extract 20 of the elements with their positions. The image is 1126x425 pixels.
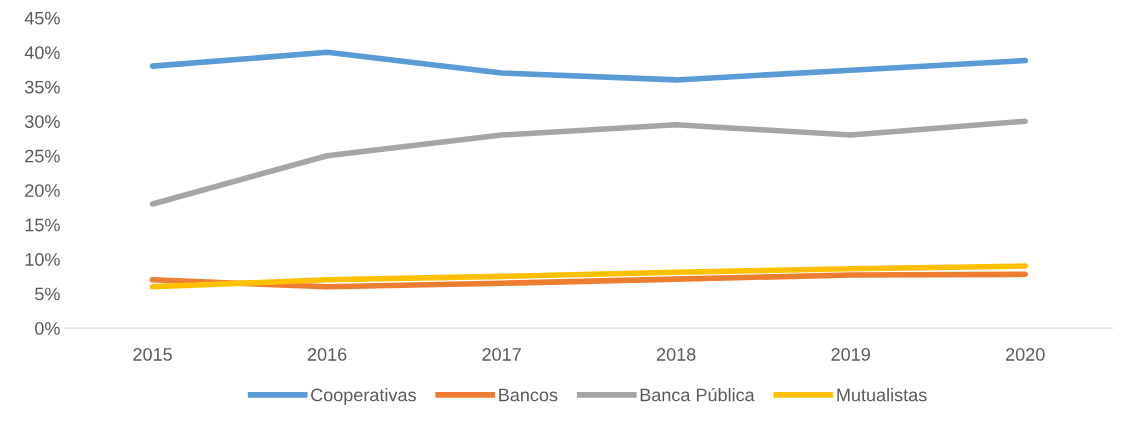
x-tick-label: 2016 xyxy=(307,348,347,361)
y-tick-label: 35% xyxy=(25,80,60,94)
y-tick-label: 40% xyxy=(24,46,60,60)
x-tick-label: 2020 xyxy=(1006,348,1045,361)
y-tick-label: 45% xyxy=(24,11,60,25)
y-tick-label: 20% xyxy=(25,184,60,197)
x-tick-label: 2015 xyxy=(133,348,172,361)
legend-label: Cooperativas xyxy=(311,388,416,405)
legend-label: Bancos xyxy=(499,388,558,402)
x-tick-label: 2018 xyxy=(656,348,696,361)
y-tick-label: 15% xyxy=(25,218,60,232)
legend-label: Mutualistas xyxy=(837,388,927,402)
legend-label: Banca Pública xyxy=(640,387,755,402)
y-tick-label: 25% xyxy=(25,149,60,163)
y-tick-label: 0% xyxy=(35,322,60,335)
y-tick-label: 5% xyxy=(35,287,60,301)
y-tick-label: 10% xyxy=(25,253,60,266)
x-tick-label: 2017 xyxy=(482,348,521,361)
y-tick-label: 30% xyxy=(25,115,60,128)
x-tick-label: 2019 xyxy=(831,348,870,361)
